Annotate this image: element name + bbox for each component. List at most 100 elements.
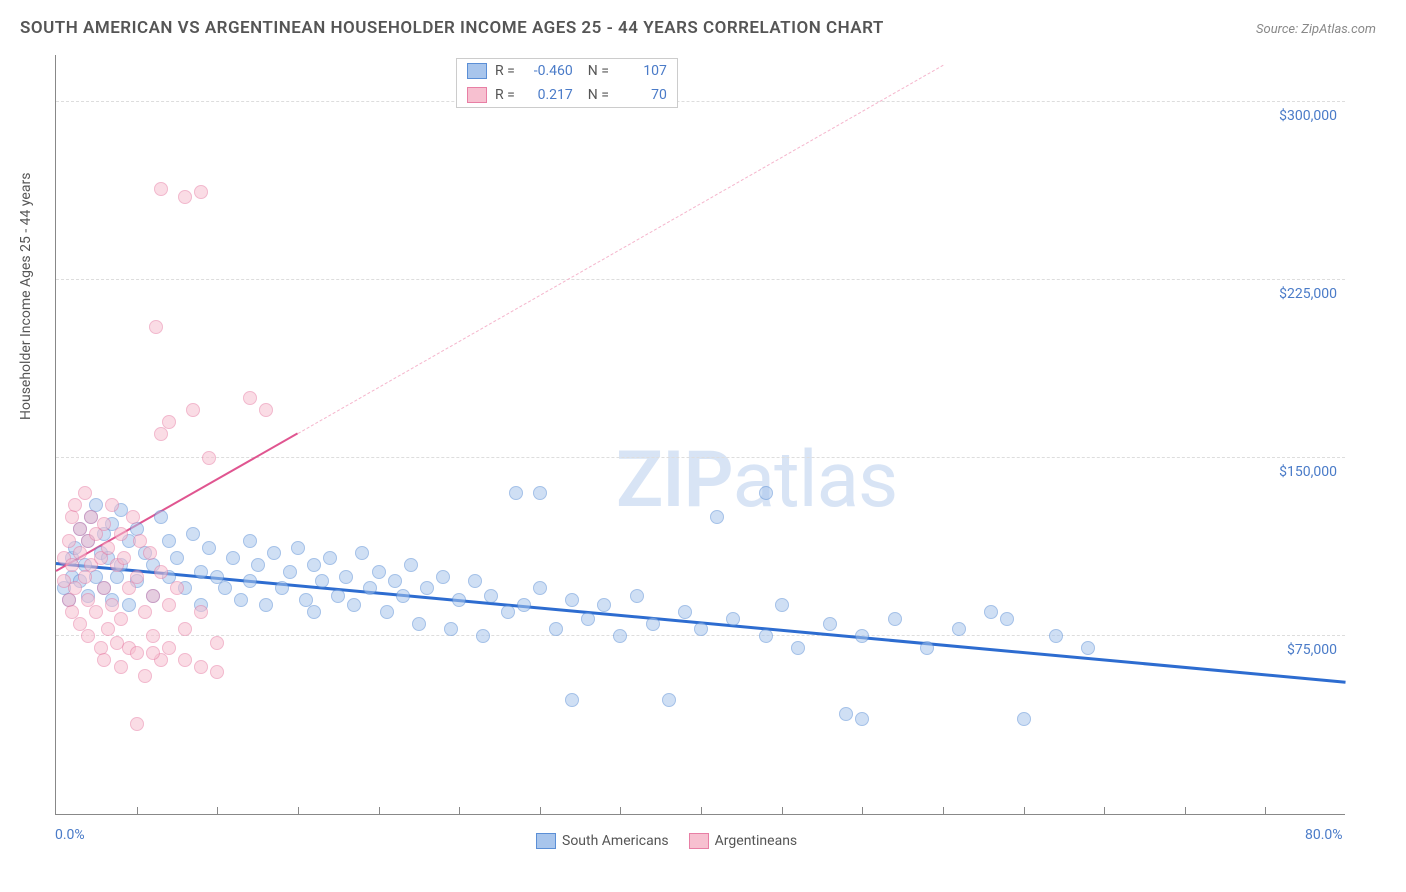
data-point (694, 622, 708, 636)
x-tick (459, 807, 460, 815)
data-point (855, 629, 869, 643)
legend-swatch (689, 833, 709, 849)
n-label: N = (581, 87, 609, 103)
data-point (162, 415, 176, 429)
data-point (178, 622, 192, 636)
data-point (243, 534, 257, 548)
r-label: R = (495, 63, 515, 79)
data-point (138, 669, 152, 683)
data-point (662, 693, 676, 707)
data-point (759, 629, 773, 643)
r-value: 0.217 (523, 87, 573, 103)
data-point (259, 598, 273, 612)
data-point (194, 185, 208, 199)
data-point (154, 182, 168, 196)
data-point (81, 629, 95, 643)
data-point (517, 598, 531, 612)
data-point (315, 574, 329, 588)
data-point (549, 622, 563, 636)
legend-label: South Americans (562, 833, 669, 849)
data-point (283, 565, 297, 579)
n-value: 107 (617, 63, 667, 79)
trend-line-extrapolated (298, 65, 943, 434)
data-point (259, 403, 273, 417)
data-point (114, 612, 128, 626)
data-point (146, 629, 160, 643)
x-tick (298, 807, 299, 815)
legend-swatch (467, 87, 487, 103)
data-point (65, 558, 79, 572)
data-point (363, 581, 377, 595)
legend-label: Argentineans (715, 833, 797, 849)
legend-swatch (467, 63, 487, 79)
data-point (62, 534, 76, 548)
gridline (56, 101, 1345, 102)
bottom-legend: South Americans Argentineans (536, 833, 797, 849)
data-point (117, 551, 131, 565)
data-point (920, 641, 934, 655)
data-point (630, 589, 644, 603)
data-point (202, 451, 216, 465)
data-point (1000, 612, 1014, 626)
y-tick-label: $150,000 (1279, 464, 1337, 480)
data-point (194, 565, 208, 579)
data-point (613, 629, 627, 643)
data-point (412, 617, 426, 631)
data-point (823, 617, 837, 631)
data-point (170, 581, 184, 595)
legend-item: Argentineans (689, 833, 797, 849)
data-point (105, 498, 119, 512)
data-point (138, 605, 152, 619)
n-value: 70 (617, 87, 667, 103)
data-point (565, 693, 579, 707)
legend-item: South Americans (536, 833, 669, 849)
data-point (1049, 629, 1063, 643)
data-point (68, 581, 82, 595)
data-point (122, 598, 136, 612)
data-point (476, 629, 490, 643)
data-point (114, 660, 128, 674)
data-point (149, 320, 163, 334)
x-tick (137, 807, 138, 815)
data-point (291, 541, 305, 555)
x-tick (620, 807, 621, 815)
gridline (56, 279, 1345, 280)
data-point (97, 517, 111, 531)
data-point (84, 510, 98, 524)
x-tick-label: 0.0% (55, 827, 85, 843)
data-point (775, 598, 789, 612)
data-point (444, 622, 458, 636)
stats-row: R =0.217 N =70 (457, 83, 677, 107)
data-point (355, 546, 369, 560)
data-point (888, 612, 902, 626)
x-tick (217, 807, 218, 815)
data-point (162, 641, 176, 655)
x-tick (782, 807, 783, 815)
data-point (186, 527, 200, 541)
data-point (420, 581, 434, 595)
source-label: Source: ZipAtlas.com (1256, 22, 1376, 37)
data-point (347, 598, 361, 612)
data-point (243, 391, 257, 405)
data-point (114, 527, 128, 541)
chart-title: SOUTH AMERICAN VS ARGENTINEAN HOUSEHOLDE… (20, 18, 884, 38)
data-point (1017, 712, 1031, 726)
data-point (154, 427, 168, 441)
data-point (468, 574, 482, 588)
data-point (162, 534, 176, 548)
data-point (154, 565, 168, 579)
data-point (501, 605, 515, 619)
data-point (105, 598, 119, 612)
data-point (143, 546, 157, 560)
data-point (1081, 641, 1095, 655)
x-tick (862, 807, 863, 815)
data-point (210, 636, 224, 650)
x-tick (701, 807, 702, 815)
x-tick-label: 80.0% (1305, 827, 1343, 843)
data-point (759, 486, 773, 500)
data-point (452, 593, 466, 607)
x-tick (1265, 807, 1266, 815)
data-point (533, 581, 547, 595)
data-point (251, 558, 265, 572)
data-point (267, 546, 281, 560)
